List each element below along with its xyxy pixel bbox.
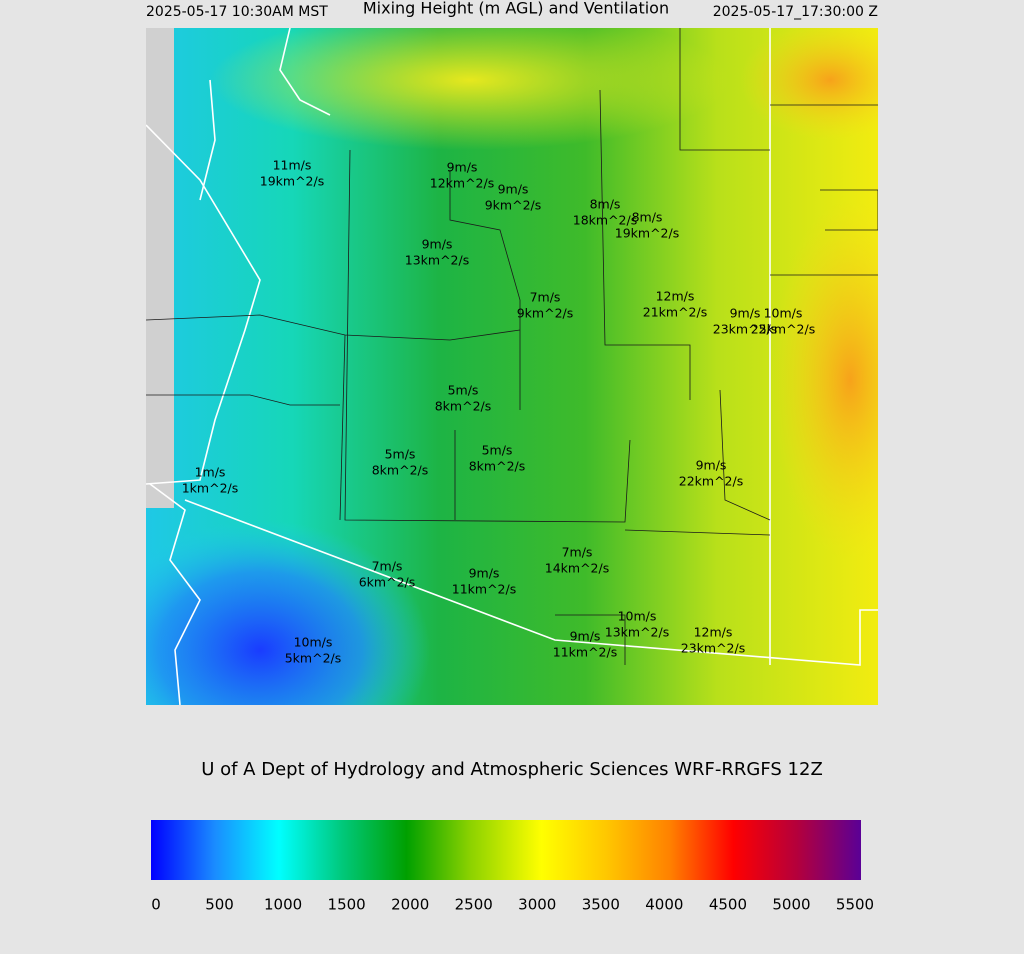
wind-speed: 10m/s — [294, 635, 333, 650]
ventilation: 6km^2/s — [359, 575, 416, 590]
field-patch — [770, 200, 878, 560]
map — [146, 28, 878, 705]
ventilation: 12km^2/s — [430, 176, 494, 191]
ventilation: 9km^2/s — [517, 306, 574, 321]
colorbar-tick-label: 4000 — [645, 896, 683, 914]
wind-speed: 11m/s — [273, 158, 312, 173]
wind-speed: 12m/s — [656, 289, 695, 304]
ventilation: 14km^2/s — [545, 561, 609, 576]
wind-speed: 5m/s — [385, 447, 416, 462]
wind-speed: 1m/s — [195, 465, 226, 480]
wind-speed: 12m/s — [694, 625, 733, 640]
ventilation: 1km^2/s — [182, 481, 239, 496]
field-patch — [740, 28, 878, 140]
colorbar-tick-label: 1500 — [328, 896, 366, 914]
ventilation: 5km^2/s — [285, 651, 342, 666]
header-title: Mixing Height (m AGL) and Ventilation — [363, 0, 669, 18]
ventilation: 19km^2/s — [260, 174, 324, 189]
colorbar-tick-label: 4500 — [709, 896, 747, 914]
wind-speed: 8m/s — [632, 210, 663, 225]
colorbar-tick-label: 5000 — [772, 896, 810, 914]
wind-speed: 9m/s — [570, 629, 601, 644]
wind-speed: 9m/s — [730, 306, 761, 321]
colorbar-tick-label: 0 — [151, 896, 161, 914]
colorbar-tick-label: 1000 — [264, 896, 302, 914]
wind-speed: 10m/s — [618, 609, 657, 624]
colorbar-tick-label: 3500 — [582, 896, 620, 914]
ventilation: 22km^2/s — [679, 474, 743, 489]
colorbar-tick-label: 2000 — [391, 896, 429, 914]
wind-speed: 9m/s — [422, 237, 453, 252]
wind-speed: 7m/s — [562, 545, 593, 560]
wind-speed: 7m/s — [372, 559, 403, 574]
colorbar-ticks: 0 500 1000 1500 2000 2500 3000 3500 4000 4500 5000… — [151, 896, 874, 914]
ventilation: 11km^2/s — [452, 582, 516, 597]
colorbar-tick-label: 500 — [205, 896, 234, 914]
wind-speed: 9m/s — [498, 182, 529, 197]
state-borders — [146, 28, 878, 705]
wind-speed: 5m/s — [448, 383, 479, 398]
wind-speed: 9m/s — [447, 160, 478, 175]
wind-speed: 8m/s — [590, 197, 621, 212]
header-right: 2025-05-17_17:30:00 Z — [713, 4, 878, 20]
credit: U of A Dept of Hydrology and Atmospheric… — [201, 759, 823, 780]
county-borders — [146, 28, 878, 665]
ventilation: 13km^2/s — [405, 253, 469, 268]
ventilation: 23km^2/s — [713, 322, 777, 337]
wind-speed: 9m/s — [469, 566, 500, 581]
no-data — [146, 28, 174, 508]
ventilation: 8km^2/s — [469, 459, 526, 474]
ventilation: 25km^2/s — [751, 322, 815, 337]
wind-speed: 7m/s — [530, 290, 561, 305]
wind-speed: 10m/s — [764, 306, 803, 321]
colorbar-tick-label: 5500 — [836, 896, 874, 914]
ventilation: 13km^2/s — [605, 625, 669, 640]
ventilation: 9km^2/s — [485, 198, 542, 213]
ventilation: 18km^2/s — [573, 213, 637, 228]
wind-speed: 5m/s — [482, 443, 513, 458]
colorbar — [151, 820, 861, 880]
colorbar-tick-label: 3000 — [518, 896, 556, 914]
ventilation: 8km^2/s — [372, 463, 429, 478]
ventilation: 11km^2/s — [553, 645, 617, 660]
header-left: 2025-05-17 10:30AM MST — [146, 4, 328, 20]
ventilation: 19km^2/s — [615, 226, 679, 241]
wind-speed: 9m/s — [696, 458, 727, 473]
ventilation: 23km^2/s — [681, 641, 745, 656]
colorbar-tick-label: 2500 — [455, 896, 493, 914]
ventilation: 21km^2/s — [643, 305, 707, 320]
ventilation: 8km^2/s — [435, 399, 492, 414]
field-patch — [210, 28, 730, 150]
